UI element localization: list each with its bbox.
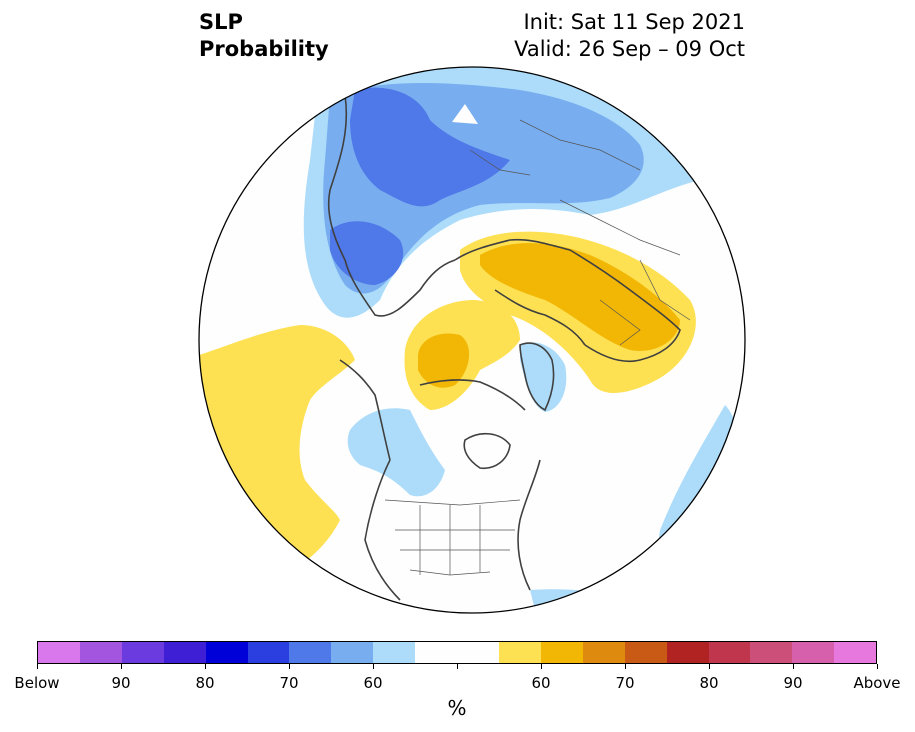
colorbar-segment: [498, 642, 541, 663]
colorbar: [37, 641, 877, 664]
coast-greenland: [519, 342, 555, 412]
coast-scandinavia: [494, 289, 586, 346]
colorbar-segment: [582, 642, 625, 663]
coast-north-america-east: [517, 459, 541, 591]
colorbar-segment: [247, 642, 290, 663]
above-normal-europe-65: [480, 242, 680, 351]
colorbar-segment: [666, 642, 709, 663]
below-normal-canada-60: [347, 408, 445, 497]
colorbar-tick: [624, 664, 626, 669]
colorbar-segment: [415, 642, 458, 663]
above-normal-pacific-60: [199, 325, 355, 565]
colorbar-segment: [205, 642, 248, 663]
colorbar-tick-label: 80: [195, 674, 215, 692]
coast-canadian-arctic: [419, 379, 526, 411]
colorbar-tick: [288, 664, 290, 669]
colorbar-tick: [372, 664, 374, 669]
colorbar-segment: [624, 642, 667, 663]
colorbar-tick: [36, 664, 38, 669]
below-normal-south-60: [530, 589, 610, 611]
colorbar-tick: [876, 664, 878, 669]
border-asia-2: [469, 149, 531, 176]
colorbar-tick-label: 70: [615, 674, 635, 692]
border-canada-us: [384, 499, 521, 506]
colorbar-tick: [540, 664, 542, 669]
colorbar-tick-label: 90: [783, 674, 803, 692]
border-europe-2: [639, 259, 691, 321]
globe-boundary: [198, 66, 746, 614]
colorbar-segment: [79, 642, 122, 663]
colorbar-tick: [204, 664, 206, 669]
coast-asia: [327, 94, 456, 317]
colorbar-segment: [163, 642, 206, 663]
coast-hudson-bay: [463, 432, 511, 470]
colorbar-tick-label: 60: [531, 674, 551, 692]
colorbar-tick-label: 70: [279, 674, 299, 692]
colorbar-tick: [708, 664, 710, 669]
colorbar-tick: [120, 664, 122, 669]
colorbar-segment: [792, 642, 835, 663]
colorbar-tick-label: Above: [853, 674, 901, 692]
colorbar-segment: [708, 642, 751, 663]
colorbar-segment: [750, 642, 793, 663]
below-normal-asia-60-gap: [452, 104, 478, 124]
coast-alaska: [339, 359, 391, 461]
country-borders: [384, 119, 691, 576]
above-normal-arctic-65: [418, 333, 470, 388]
colorbar-segment: [331, 642, 374, 663]
coast-siberia: [454, 238, 571, 261]
colorbar-tick-label: Below: [14, 674, 60, 692]
colorbar-segment: [540, 642, 583, 663]
polar-map: [198, 66, 746, 614]
border-europe-1: [599, 299, 641, 346]
border-asia-1: [519, 119, 641, 171]
colorbar-tick-label: 80: [699, 674, 719, 692]
colorbar-segment: [373, 642, 416, 663]
forecast-dates: Init: Sat 11 Sep 2021 Valid: 26 Sep – 09…: [514, 9, 745, 63]
map-title: SLP Probability: [199, 9, 329, 63]
colorbar-segment: [457, 642, 499, 663]
colorbar-tick: [792, 664, 794, 669]
colorbar-segment: [289, 642, 332, 663]
valid-period: Valid: 26 Sep – 09 Oct: [514, 37, 745, 61]
coast-europe: [569, 249, 681, 363]
product-label: Probability: [199, 37, 329, 61]
colorbar-segment: [834, 642, 877, 663]
coastlines: [327, 94, 681, 601]
map-globe: [199, 67, 745, 613]
variable-label: SLP: [199, 10, 243, 34]
colorbar-tick-label: 90: [111, 674, 131, 692]
border-russia: [559, 199, 681, 256]
colorbar-unit-label: %: [447, 696, 467, 720]
colorbar-tick-label: 60: [363, 674, 383, 692]
colorbar-tick: [456, 664, 458, 669]
colorbar-segment: [121, 642, 164, 663]
below-normal-asia-70: [350, 87, 510, 207]
init-date: Init: Sat 11 Sep 2021: [523, 10, 745, 34]
colorbar-segment: [38, 642, 80, 663]
coast-north-america-west: [364, 459, 401, 601]
